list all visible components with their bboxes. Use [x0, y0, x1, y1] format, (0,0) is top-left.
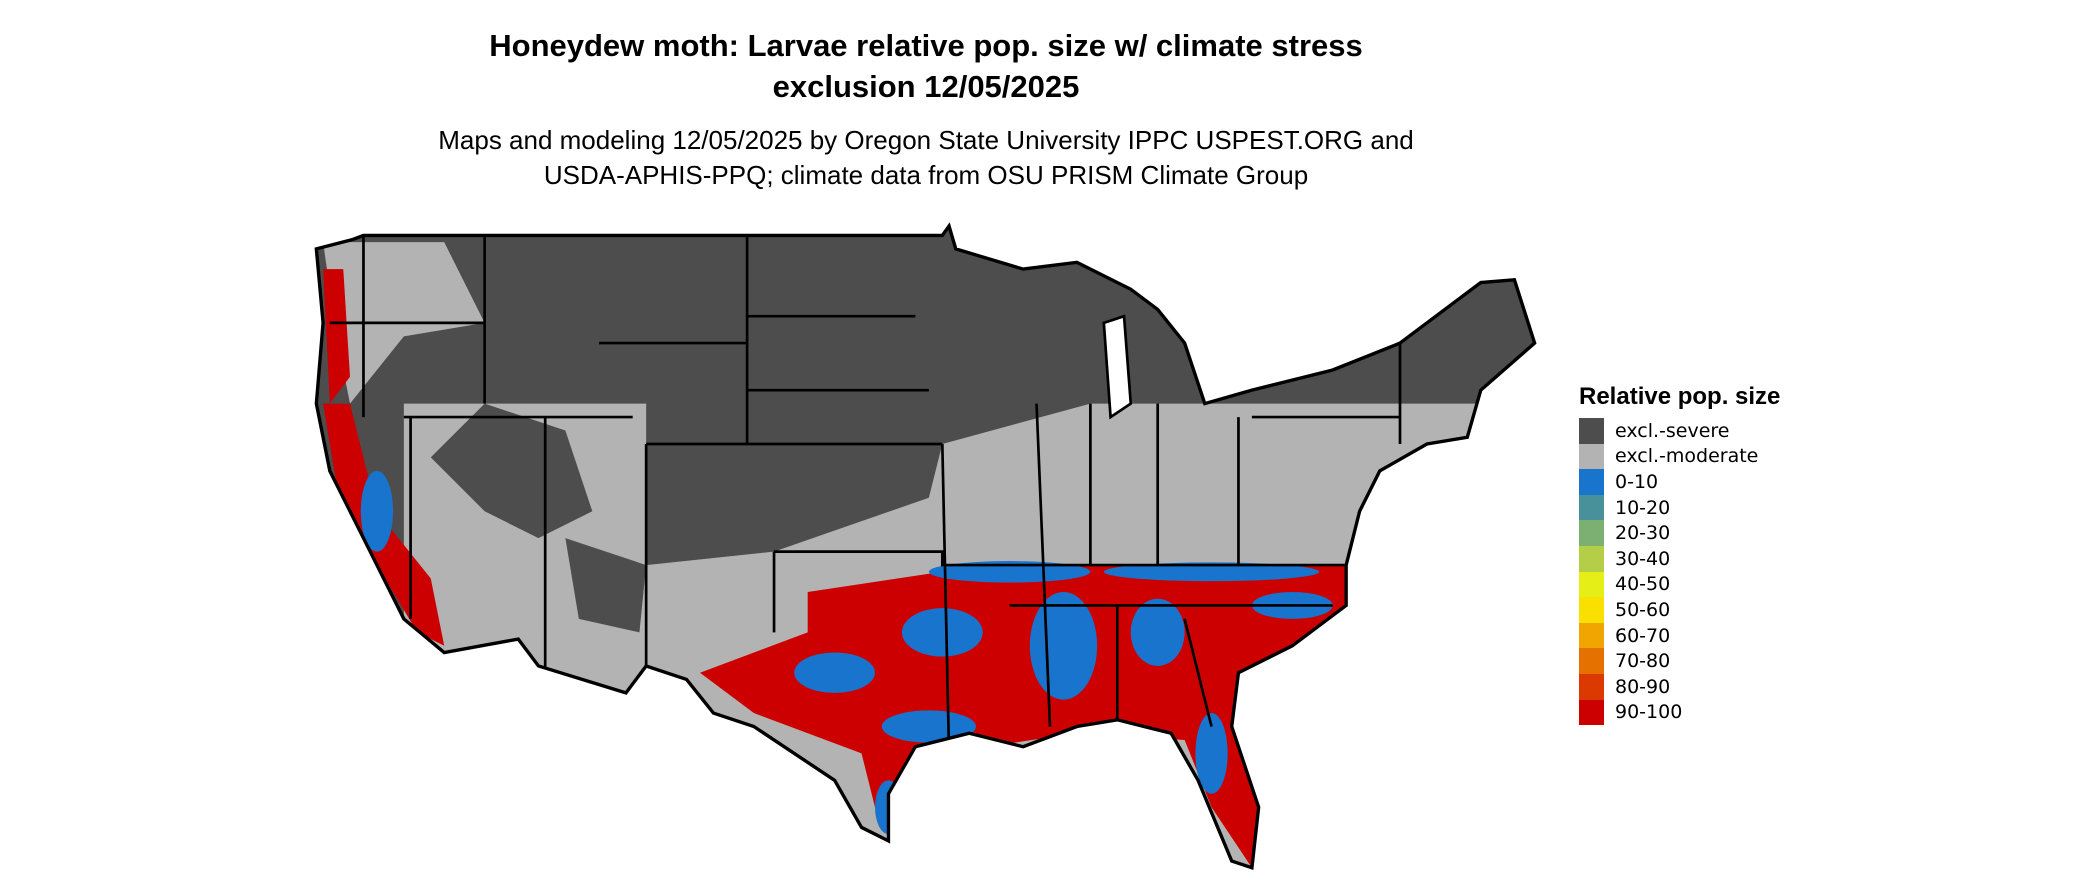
- legend-item: 50-60: [1579, 597, 1780, 623]
- legend-item: 90-100: [1579, 699, 1780, 726]
- map-title-line1: Honeydew moth: Larvae relative pop. size…: [489, 28, 1363, 63]
- legend-label: 90-100: [1615, 701, 1683, 724]
- legend-item: 10-20: [1579, 494, 1780, 521]
- legend-swatch: [1579, 597, 1604, 623]
- legend: Relative pop. size excl.-severe excl.-mod…: [1579, 380, 1781, 726]
- legend-item: 0-10: [1579, 469, 1780, 495]
- map-subtitle-line2: USDA-APHIS-PPQ; climate data from OSU PR…: [543, 160, 1309, 190]
- legend-label: excl.-severe: [1615, 419, 1730, 442]
- legend-swatch: [1579, 520, 1604, 546]
- legend-title: Relative pop. size: [1579, 383, 1781, 410]
- high-pop-region-southeast: [700, 565, 1360, 868]
- legend-label: 0-10: [1615, 470, 1659, 493]
- legend-label: 40-50: [1615, 573, 1671, 596]
- lake-michigan: [1102, 314, 1133, 420]
- legend-swatch: [1579, 443, 1604, 470]
- map-subtitle-line1: Maps and modeling 12/05/2025 by Oregon S…: [438, 125, 1414, 155]
- legend-label: 60-70: [1615, 624, 1671, 647]
- legend-swatch: [1579, 469, 1604, 495]
- legend-item: excl.-severe: [1579, 418, 1780, 444]
- legend-item: 30-40: [1579, 545, 1780, 572]
- legend-swatch: [1579, 571, 1604, 598]
- legend-label: 10-20: [1615, 496, 1671, 519]
- state-boundaries: [329, 235, 1402, 754]
- legend-item: 80-90: [1579, 673, 1780, 700]
- excl-severe-region-great-basin: [430, 403, 593, 539]
- legend-label: 70-80: [1615, 650, 1671, 673]
- legend-label: 20-30: [1615, 522, 1671, 545]
- legend-label: excl.-moderate: [1615, 445, 1759, 468]
- high-pop-region-pacific-coast: [323, 269, 350, 404]
- us-outline: [314, 222, 1537, 871]
- legend-item: 20-30: [1579, 520, 1780, 546]
- legend-swatch: [1579, 648, 1604, 674]
- legend-item: 40-50: [1579, 571, 1780, 598]
- legend-swatch: [1579, 622, 1604, 649]
- legend-label: 30-40: [1615, 547, 1671, 570]
- legend-swatch: [1579, 494, 1604, 521]
- legend-label: 50-60: [1615, 598, 1671, 621]
- legend-item: 70-80: [1579, 648, 1780, 674]
- legend-item: 60-70: [1579, 622, 1780, 649]
- map-title-line2: exclusion 12/05/2025: [772, 69, 1080, 104]
- legend-swatch: [1579, 418, 1604, 444]
- legend-swatch: [1579, 673, 1604, 700]
- legend-label: 80-90: [1615, 675, 1671, 698]
- legend-swatch: [1579, 699, 1604, 726]
- legend-swatch: [1579, 545, 1604, 572]
- legend-item: excl.-moderate: [1579, 443, 1780, 470]
- legend-items: excl.-severe excl.-moderate 0-10 10-20 20-30…: [1579, 418, 1780, 726]
- excl-severe-region-arizona: [565, 538, 647, 633]
